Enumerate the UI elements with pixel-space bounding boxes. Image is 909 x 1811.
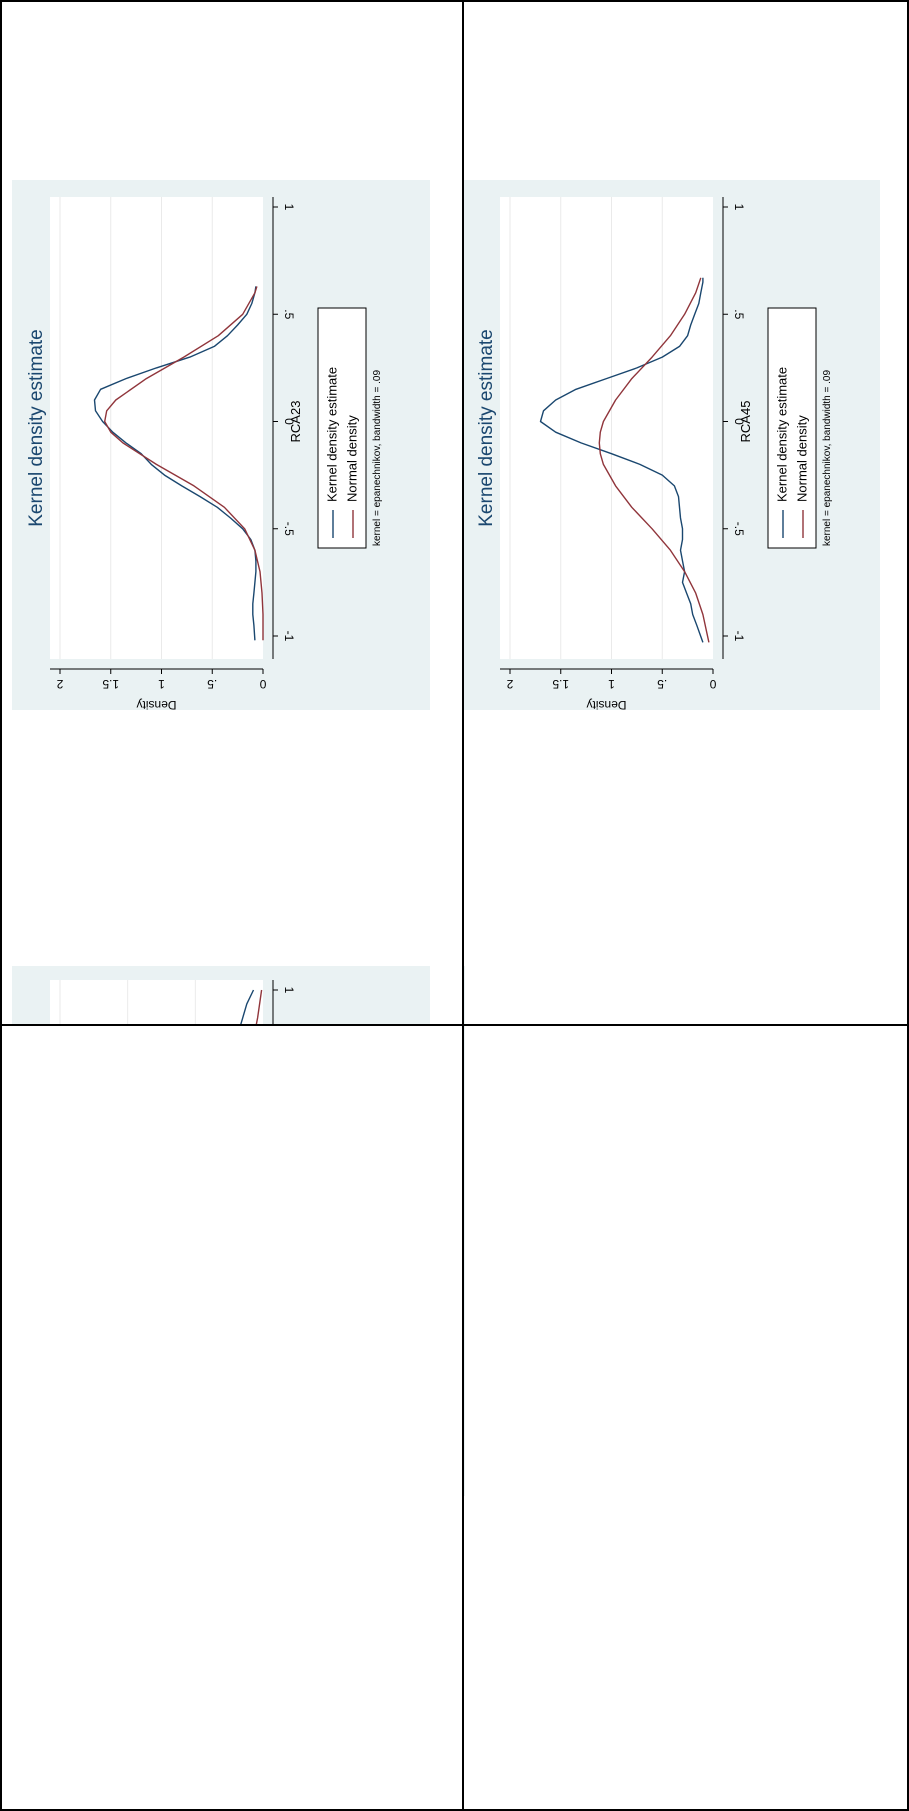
kde-series-line [539, 277, 704, 643]
y-tick-label: 1 [608, 677, 615, 691]
kernel-note: kernel = epanechnikov, bandwidth = .09 [822, 370, 833, 546]
legend-label: Normal density [794, 415, 809, 502]
x-tick-label: 0 [732, 418, 746, 425]
y-tick-label: .5 [657, 677, 667, 691]
x-tick-label: -1 [732, 631, 746, 642]
y-tick-label: 0 [709, 677, 716, 691]
x-axis-title: RCA45 [738, 401, 753, 443]
y-tick-label: 2 [506, 677, 513, 691]
x-tick-label: .5 [732, 309, 746, 319]
y-tick-label: 1.5 [552, 677, 569, 691]
plot-area [500, 197, 713, 659]
x-tick-label: 1 [732, 204, 746, 211]
x-tick-label: -.5 [732, 522, 746, 536]
legend-box [767, 307, 817, 549]
panel-background [462, 180, 880, 710]
normal-series-line [598, 277, 710, 643]
legend-label: Kernel density estimate [774, 367, 789, 502]
chart-title: Kernel density estimate [476, 329, 497, 527]
y-axis-title: Density [586, 698, 626, 712]
